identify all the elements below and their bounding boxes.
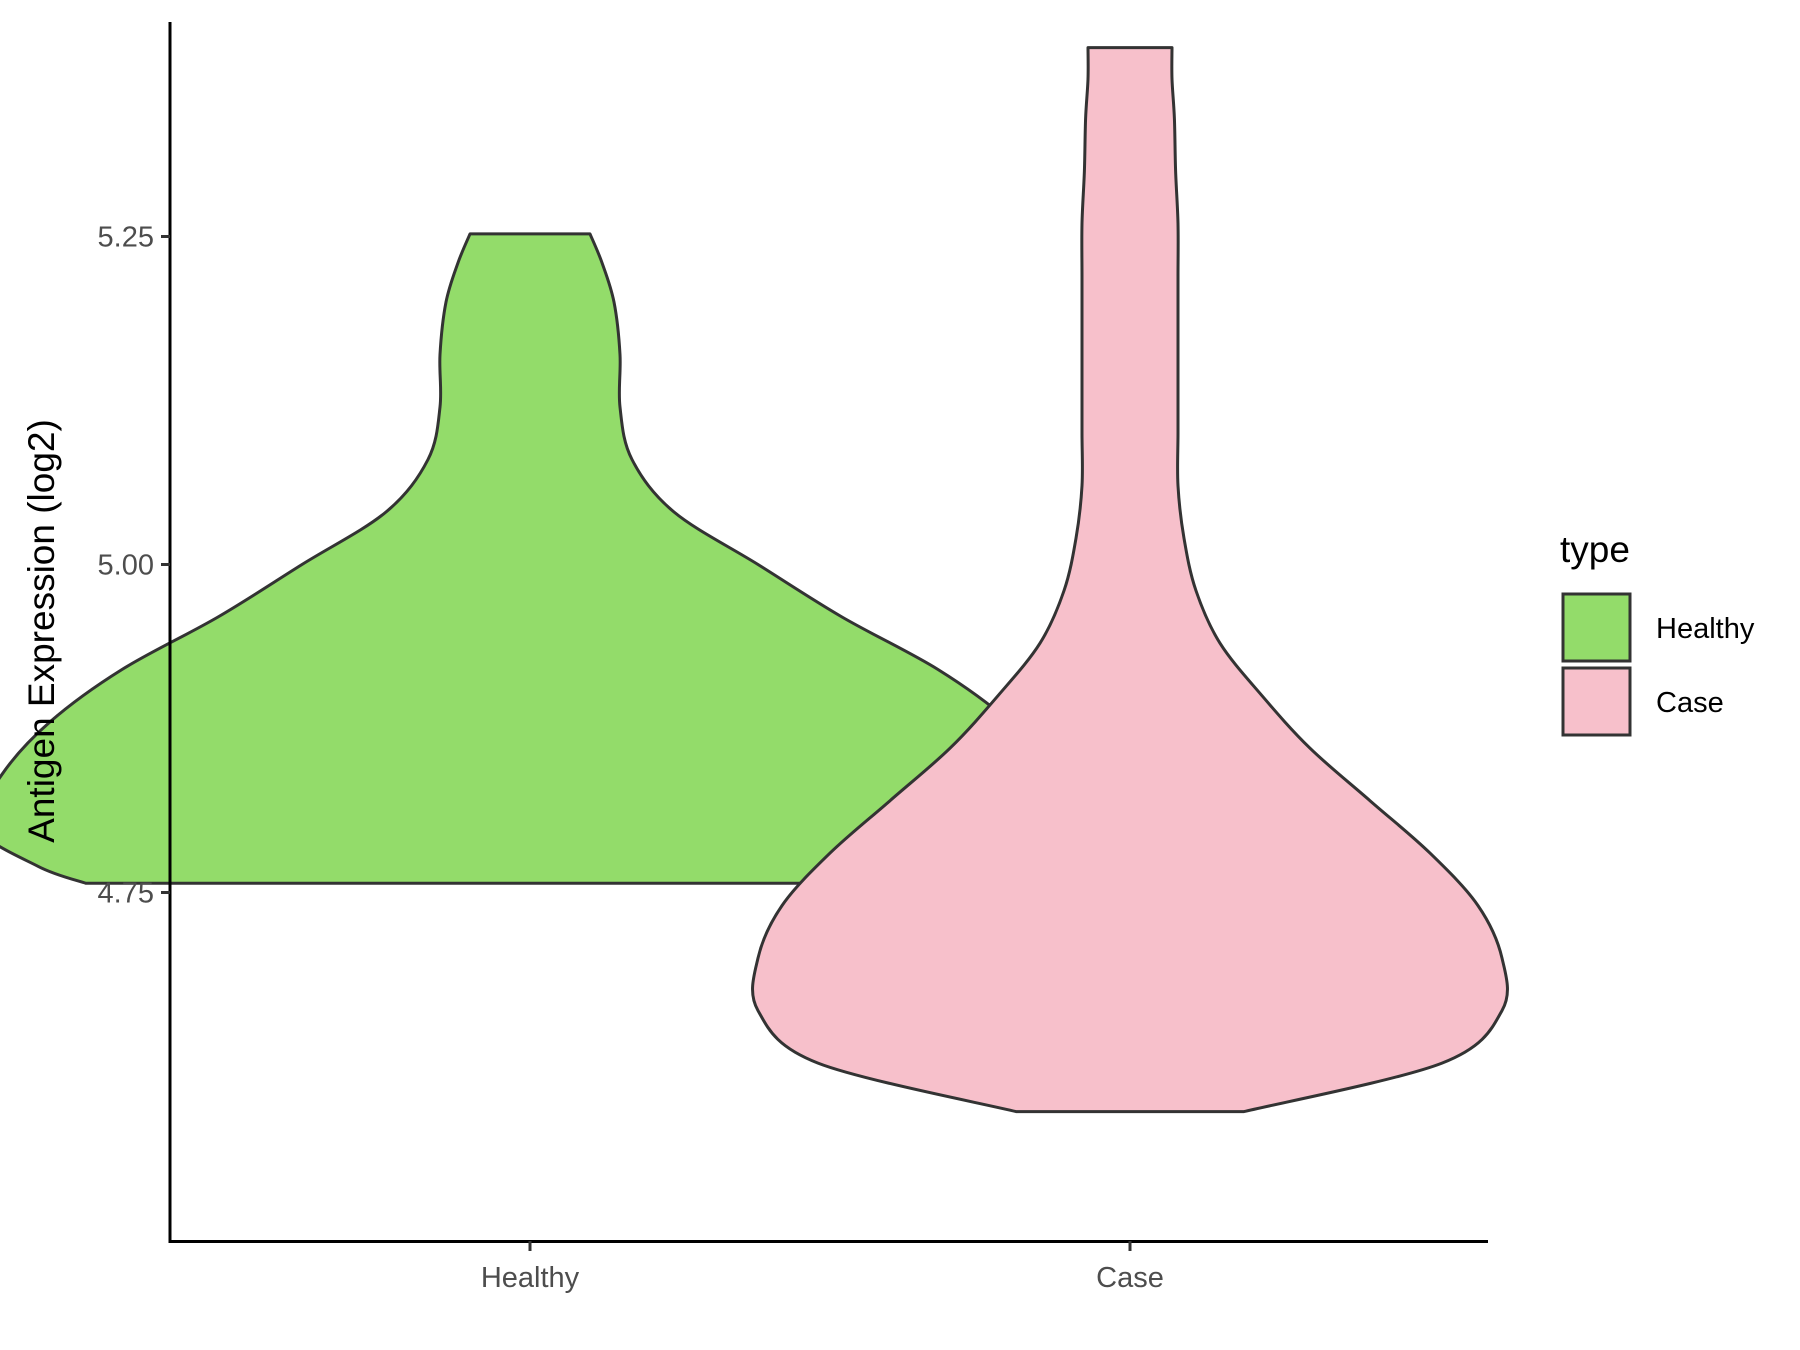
- y-tick-label: 5.00: [98, 550, 154, 582]
- violin-layer: [0, 46, 1509, 1114]
- x-axis-ticks: Healthy Case: [481, 1241, 1164, 1294]
- x-tick-label: Case: [1096, 1262, 1164, 1294]
- legend-label-case: Case: [1656, 687, 1724, 719]
- x-tick-label: Healthy: [481, 1262, 580, 1294]
- violin-healthy: [0, 232, 1085, 885]
- y-axis-title: Antigen Expression (log2): [21, 419, 62, 843]
- legend-label-healthy: Healthy: [1656, 613, 1755, 645]
- y-tick-label: 4.75: [98, 878, 154, 910]
- legend-key-case: [1561, 666, 1632, 737]
- legend-key-healthy: [1561, 592, 1632, 663]
- y-tick-label: 5.25: [98, 222, 154, 254]
- y-axis-ticks: 4.75 5.00 5.25: [98, 222, 170, 910]
- legend-title: type: [1560, 529, 1630, 570]
- legend: type Healthy Case: [1560, 529, 1755, 737]
- violin-case: [751, 46, 1509, 1114]
